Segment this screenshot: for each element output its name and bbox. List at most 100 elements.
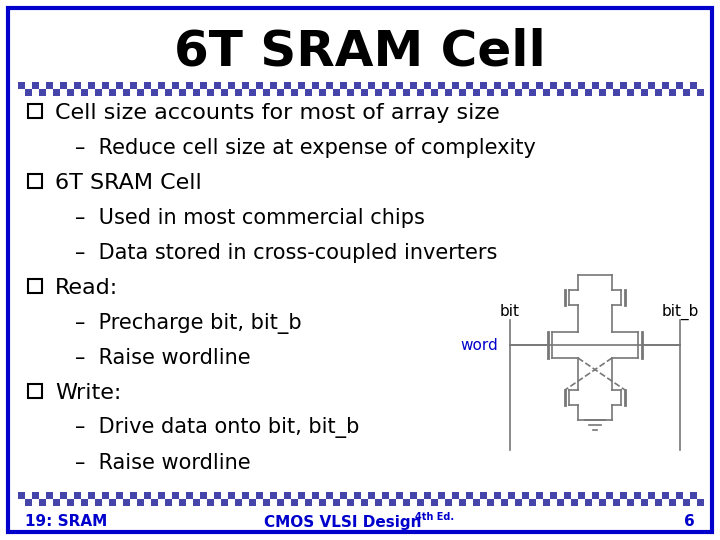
- Bar: [53, 499, 60, 506]
- Bar: [606, 492, 613, 499]
- Bar: [669, 89, 676, 96]
- Bar: [382, 82, 389, 89]
- Bar: [151, 499, 158, 506]
- Bar: [193, 499, 200, 506]
- Bar: [123, 89, 130, 96]
- Text: 6T SRAM Cell: 6T SRAM Cell: [55, 173, 202, 193]
- Bar: [256, 492, 263, 499]
- Bar: [116, 82, 123, 89]
- Bar: [200, 492, 207, 499]
- Bar: [452, 82, 459, 89]
- Bar: [515, 499, 522, 506]
- Bar: [172, 492, 179, 499]
- Bar: [543, 499, 550, 506]
- Text: 19: SRAM: 19: SRAM: [25, 515, 107, 530]
- Bar: [46, 82, 53, 89]
- Bar: [207, 89, 214, 96]
- Bar: [347, 499, 354, 506]
- Bar: [116, 492, 123, 499]
- Bar: [459, 89, 466, 96]
- Bar: [319, 499, 326, 506]
- Bar: [536, 82, 543, 89]
- Bar: [613, 89, 620, 96]
- Bar: [620, 492, 627, 499]
- Bar: [242, 492, 249, 499]
- Bar: [361, 89, 368, 96]
- Bar: [683, 499, 690, 506]
- Bar: [179, 89, 186, 96]
- Bar: [249, 499, 256, 506]
- Bar: [368, 82, 375, 89]
- Bar: [606, 82, 613, 89]
- Bar: [151, 89, 158, 96]
- Bar: [599, 499, 606, 506]
- Bar: [585, 499, 592, 506]
- Bar: [144, 492, 151, 499]
- Text: bit_b: bit_b: [661, 304, 698, 320]
- Bar: [214, 82, 221, 89]
- Bar: [375, 89, 382, 96]
- Bar: [109, 499, 116, 506]
- Bar: [634, 82, 641, 89]
- Bar: [550, 82, 557, 89]
- Bar: [67, 89, 74, 96]
- Bar: [361, 499, 368, 506]
- Bar: [291, 89, 298, 96]
- Bar: [277, 89, 284, 96]
- Bar: [158, 82, 165, 89]
- Bar: [550, 492, 557, 499]
- Bar: [312, 492, 319, 499]
- Bar: [263, 89, 270, 96]
- Bar: [368, 492, 375, 499]
- Bar: [445, 499, 452, 506]
- Bar: [403, 89, 410, 96]
- Bar: [536, 492, 543, 499]
- Text: –  Drive data onto bit, bit_b: – Drive data onto bit, bit_b: [75, 417, 359, 438]
- Bar: [28, 279, 42, 293]
- Bar: [410, 82, 417, 89]
- Bar: [599, 89, 606, 96]
- Bar: [235, 499, 242, 506]
- Bar: [137, 499, 144, 506]
- Bar: [480, 492, 487, 499]
- Bar: [144, 82, 151, 89]
- Bar: [81, 89, 88, 96]
- Bar: [95, 499, 102, 506]
- Bar: [508, 82, 515, 89]
- Bar: [123, 499, 130, 506]
- Bar: [228, 82, 235, 89]
- Bar: [648, 82, 655, 89]
- Bar: [179, 499, 186, 506]
- Bar: [697, 499, 704, 506]
- Bar: [18, 492, 25, 499]
- Bar: [515, 89, 522, 96]
- Bar: [186, 82, 193, 89]
- Bar: [494, 492, 501, 499]
- Bar: [557, 499, 564, 506]
- Text: –  Raise wordline: – Raise wordline: [75, 348, 251, 368]
- Bar: [431, 499, 438, 506]
- Bar: [592, 492, 599, 499]
- Bar: [270, 492, 277, 499]
- Bar: [312, 82, 319, 89]
- Bar: [214, 492, 221, 499]
- Bar: [291, 499, 298, 506]
- Bar: [438, 82, 445, 89]
- Bar: [193, 89, 200, 96]
- Text: 6: 6: [684, 515, 695, 530]
- Text: word: word: [460, 338, 498, 353]
- Bar: [571, 89, 578, 96]
- Bar: [298, 492, 305, 499]
- Bar: [319, 89, 326, 96]
- Bar: [501, 499, 508, 506]
- Bar: [242, 82, 249, 89]
- Bar: [200, 82, 207, 89]
- Bar: [396, 82, 403, 89]
- Bar: [466, 492, 473, 499]
- Bar: [480, 82, 487, 89]
- Bar: [88, 492, 95, 499]
- Bar: [46, 492, 53, 499]
- Bar: [417, 499, 424, 506]
- Bar: [67, 499, 74, 506]
- Bar: [326, 492, 333, 499]
